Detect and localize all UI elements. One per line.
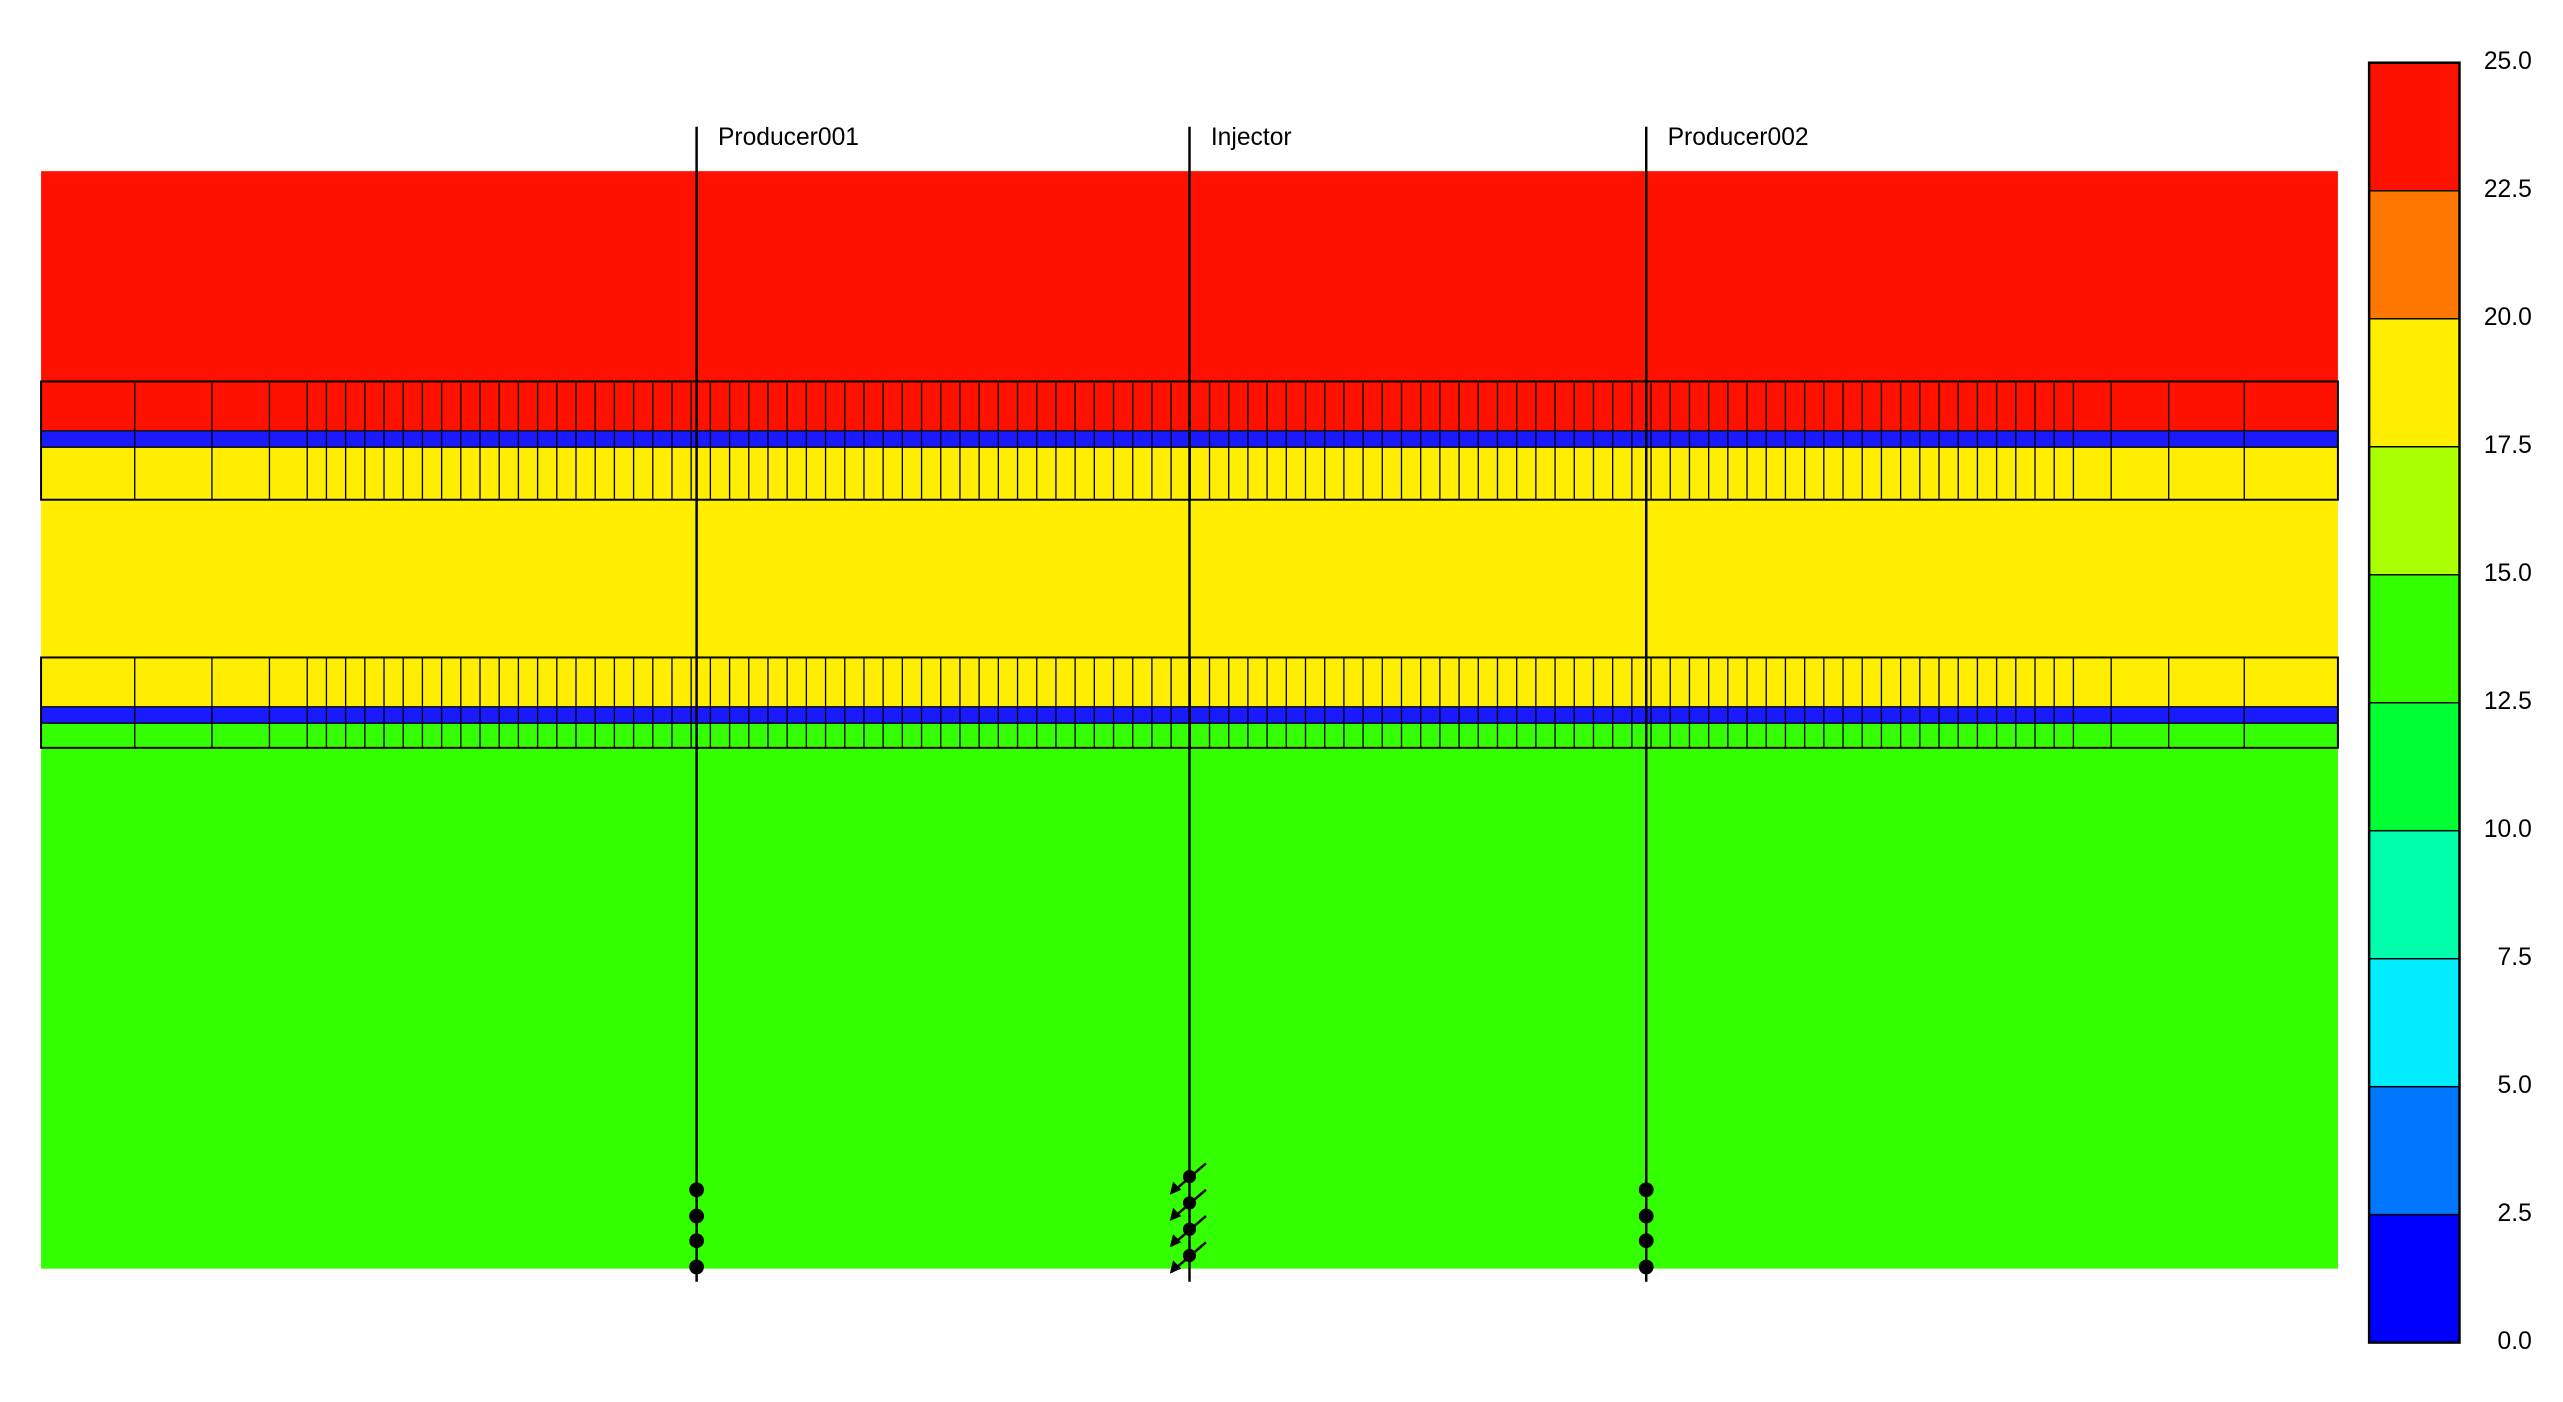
colorbar-tick-label: 12.5 bbox=[2484, 688, 2532, 715]
colorbar-segment bbox=[2368, 62, 2461, 192]
colorbar-tick-label: 10.0 bbox=[2484, 816, 2532, 843]
colorbar-segment bbox=[2368, 829, 2461, 960]
colorbar-tick-label: 7.5 bbox=[2498, 944, 2532, 971]
colorbar-segment bbox=[2368, 1085, 2461, 1216]
colorbar-tick-label: 22.5 bbox=[2484, 176, 2532, 203]
colorbar-tick-label: 25.0 bbox=[2484, 48, 2532, 75]
injection-arrowhead bbox=[1169, 1260, 1182, 1274]
injection-arrowhead bbox=[1169, 1207, 1182, 1221]
colorbar-tick-label: 5.0 bbox=[2498, 1072, 2532, 1099]
perforation bbox=[689, 1259, 705, 1275]
well-label: Producer001 bbox=[718, 124, 859, 151]
colorbar-tick-label: 20.0 bbox=[2484, 304, 2532, 331]
colorbar-segment bbox=[2368, 446, 2461, 576]
colorbar-segment bbox=[2368, 318, 2461, 448]
colorbar-segment bbox=[2368, 701, 2461, 832]
perforation bbox=[1638, 1233, 1654, 1249]
well-label: Injector bbox=[1211, 124, 1292, 151]
perforation bbox=[689, 1208, 705, 1224]
injection-arrowhead bbox=[1169, 1234, 1182, 1248]
colorbar-segment bbox=[2368, 957, 2461, 1088]
colorbar-tick-label: 2.5 bbox=[2498, 1200, 2532, 1227]
colorbar-segment bbox=[2368, 1213, 2461, 1344]
colorbar-segment bbox=[2368, 574, 2461, 704]
perforation bbox=[1638, 1182, 1654, 1198]
colorbar-tick-label: 0.0 bbox=[2498, 1328, 2532, 1355]
colorbar-tick-label: 15.0 bbox=[2484, 560, 2532, 587]
colorbar-segment bbox=[2368, 190, 2461, 320]
colorbar-tick-label: 17.5 bbox=[2484, 432, 2532, 459]
well-label: Producer002 bbox=[1668, 124, 1809, 151]
perforation bbox=[1638, 1259, 1654, 1275]
injection-arrowhead bbox=[1169, 1181, 1182, 1195]
perforation bbox=[689, 1182, 705, 1198]
perforation bbox=[1638, 1208, 1654, 1224]
perforation bbox=[689, 1233, 705, 1249]
